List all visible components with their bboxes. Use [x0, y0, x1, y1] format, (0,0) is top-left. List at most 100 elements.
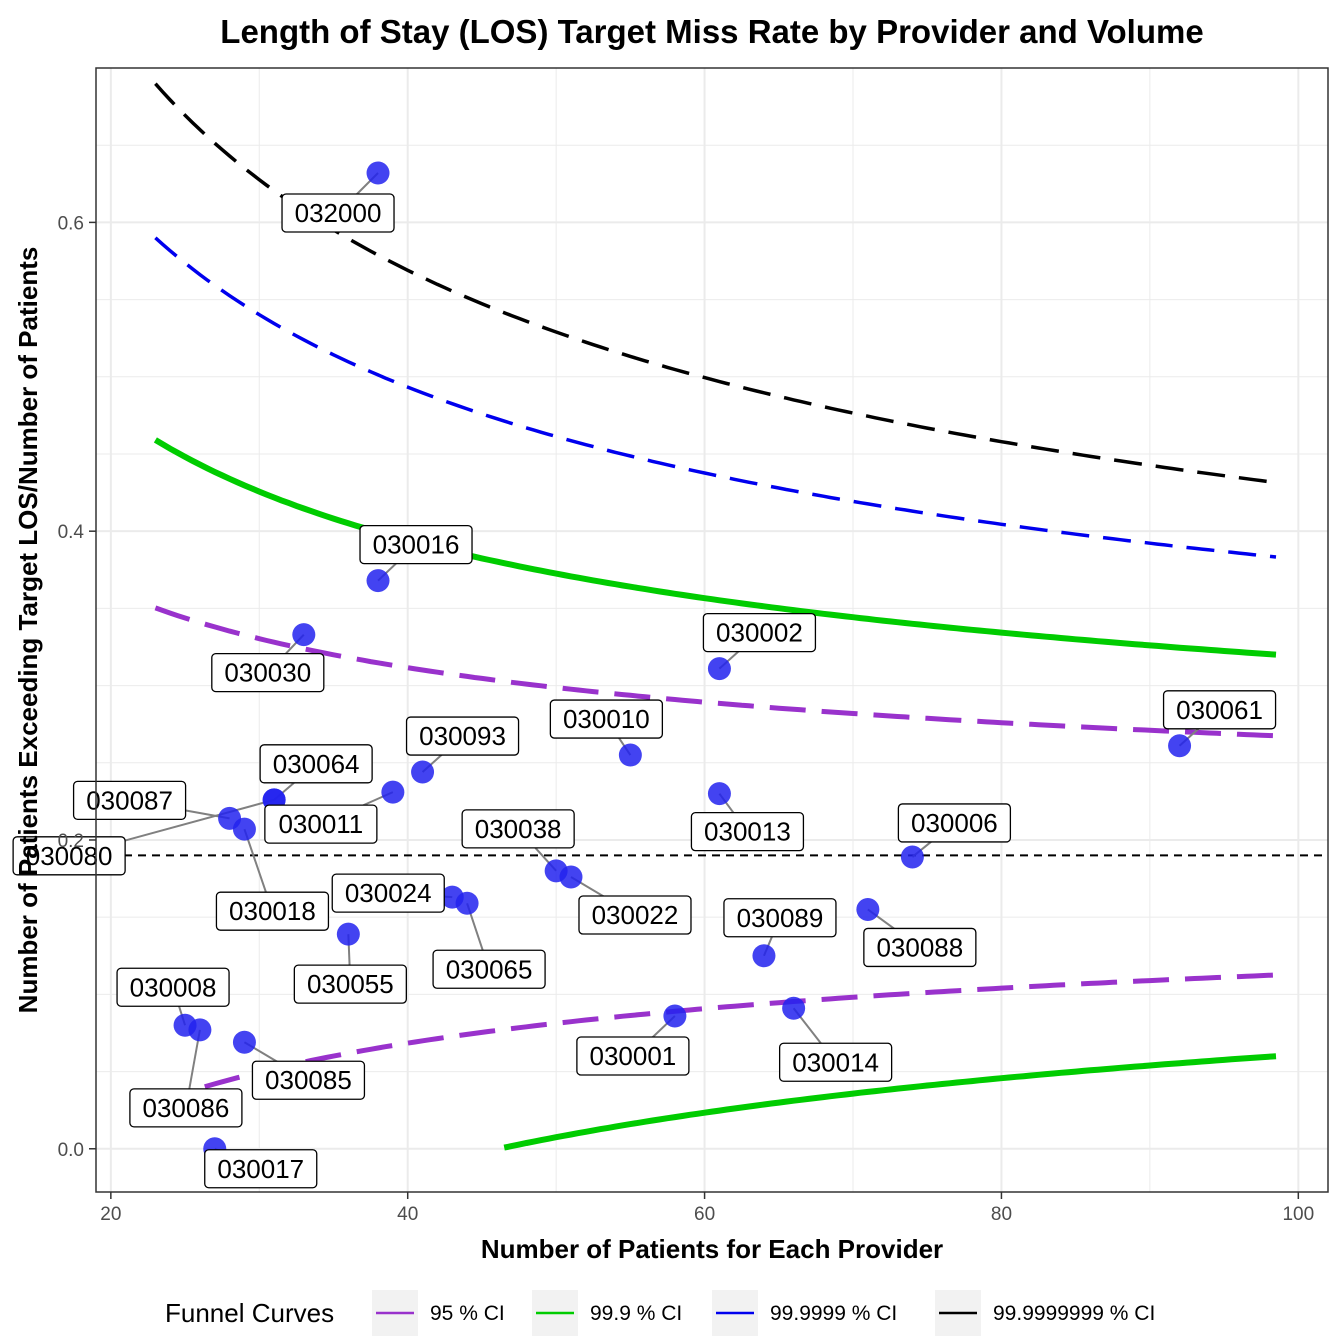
data-point: [900, 845, 924, 869]
point-label-box: [211, 652, 325, 693]
data-point: [381, 780, 405, 804]
data-point: [232, 1030, 256, 1054]
point-label-box: [863, 927, 977, 968]
point-label: 030022: [592, 900, 679, 930]
data-point: [366, 569, 390, 593]
point-label: 030016: [373, 530, 460, 560]
x-tick-label: 40: [397, 1204, 418, 1225]
point-label: 030087: [86, 785, 173, 815]
axes: 20 40 60 80 100 0.0 0.2 0.4 0.6: [58, 213, 1315, 1225]
point-label-box: [116, 967, 230, 1007]
point-label: 030038: [475, 814, 562, 844]
point-label-box: [578, 895, 692, 935]
point-label-box: [215, 891, 330, 931]
legend-entry-label: 99.9 % CI: [590, 1302, 682, 1325]
x-tick-label: 60: [694, 1204, 715, 1225]
data-point: [707, 782, 731, 806]
point-label-box: [204, 1149, 318, 1189]
data-point: [752, 944, 776, 968]
point-label-box: [405, 716, 520, 756]
upper-funnel-curve: [153, 437, 1277, 658]
lower-funnel-curve: [503, 1053, 1277, 1151]
data-point: [366, 161, 390, 185]
point-label-box: [549, 699, 664, 739]
point-label-box: [129, 1088, 243, 1128]
upper-funnel-curve: [154, 82, 1277, 485]
y-tick-label: 0.2: [58, 831, 84, 852]
lower-funnel-curve: [154, 972, 1277, 1106]
point-label: 032000: [295, 198, 382, 228]
x-tick-label: 20: [100, 1204, 121, 1225]
upper-funnel-curve: [154, 605, 1277, 739]
legend: Funnel Curves 95 % CI 99.9 % CI 99.9999 % …: [165, 1290, 1155, 1336]
point-label-box: [264, 804, 378, 844]
point-label: 030008: [130, 972, 217, 1002]
point-label: 030024: [345, 878, 432, 908]
data-point: [663, 1004, 687, 1028]
data-point: [336, 922, 360, 946]
y-tick-label: 0.4: [58, 522, 85, 543]
legend-title: Funnel Curves: [165, 1298, 334, 1328]
point-label-box: [259, 744, 373, 784]
point-label: 030061: [1176, 695, 1263, 725]
data-point: [188, 1018, 212, 1042]
x-axis-title: Number of Patients for Each Provider: [481, 1234, 943, 1264]
x-tick-label: 80: [991, 1204, 1012, 1225]
point-label-box: [331, 873, 445, 913]
chart-title: Length of Stay (LOS) Target Miss Rate by…: [220, 13, 1203, 50]
point-label-box: [690, 812, 805, 852]
point-label: 030006: [911, 808, 998, 838]
data-point: [232, 817, 256, 841]
point-label-box: [461, 809, 575, 849]
point-labels: 032000 030016 030030 030002 030061 030093 0300…: [12, 193, 1277, 1189]
point-label-box: [12, 836, 126, 876]
data-point: [707, 657, 731, 681]
legend-entry-label: 95 % CI: [430, 1302, 505, 1325]
point-label: 030089: [737, 903, 824, 933]
data-point: [618, 743, 642, 767]
point-label: 030064: [273, 749, 360, 779]
x-tick-label: 100: [1282, 1204, 1314, 1225]
legend-entry-label: 99.9999 % CI: [770, 1302, 897, 1325]
point-label-box: [432, 949, 546, 989]
data-point: [411, 760, 435, 784]
data-point: [455, 891, 479, 915]
point-label: 030014: [792, 1047, 879, 1077]
point-label: 030010: [563, 704, 650, 734]
point-label-box: [251, 1060, 366, 1100]
data-point: [1168, 734, 1192, 758]
point-label-box: [1162, 690, 1277, 730]
data-point: [856, 897, 880, 921]
point-label-box: [897, 803, 1012, 843]
point-label: 030088: [876, 932, 963, 962]
point-label: 030001: [590, 1041, 677, 1071]
point-label-box: [723, 898, 837, 938]
point-label-box: [281, 193, 395, 233]
data-point: [292, 623, 316, 647]
point-label-box: [576, 1036, 690, 1076]
y-tick-label: 0.6: [58, 213, 84, 234]
data-points: [173, 161, 1192, 1161]
point-label: 030055: [307, 969, 394, 999]
point-label: 030017: [217, 1154, 304, 1184]
point-label: 030013: [704, 817, 791, 847]
point-label-box: [359, 524, 473, 565]
data-point: [559, 865, 583, 889]
point-label: 030002: [716, 618, 803, 648]
upper-funnel-curve: [154, 236, 1277, 559]
point-label-box: [293, 964, 407, 1004]
point-label: 030093: [419, 721, 506, 751]
point-label-box: [72, 780, 187, 821]
legend-entry-label: 99.9999999 % CI: [993, 1302, 1155, 1325]
point-label: 030085: [265, 1065, 352, 1095]
point-label: 030011: [278, 809, 363, 839]
point-label: 030030: [224, 658, 311, 688]
y-axis-title: Number of Patients Exceeding Target LOS/…: [13, 247, 43, 1014]
point-label: 030065: [446, 954, 533, 984]
data-point: [782, 996, 806, 1020]
funnel-curves: [153, 82, 1277, 1151]
y-tick-label: 0.0: [58, 1140, 84, 1161]
plot-border: [95, 67, 1329, 1193]
